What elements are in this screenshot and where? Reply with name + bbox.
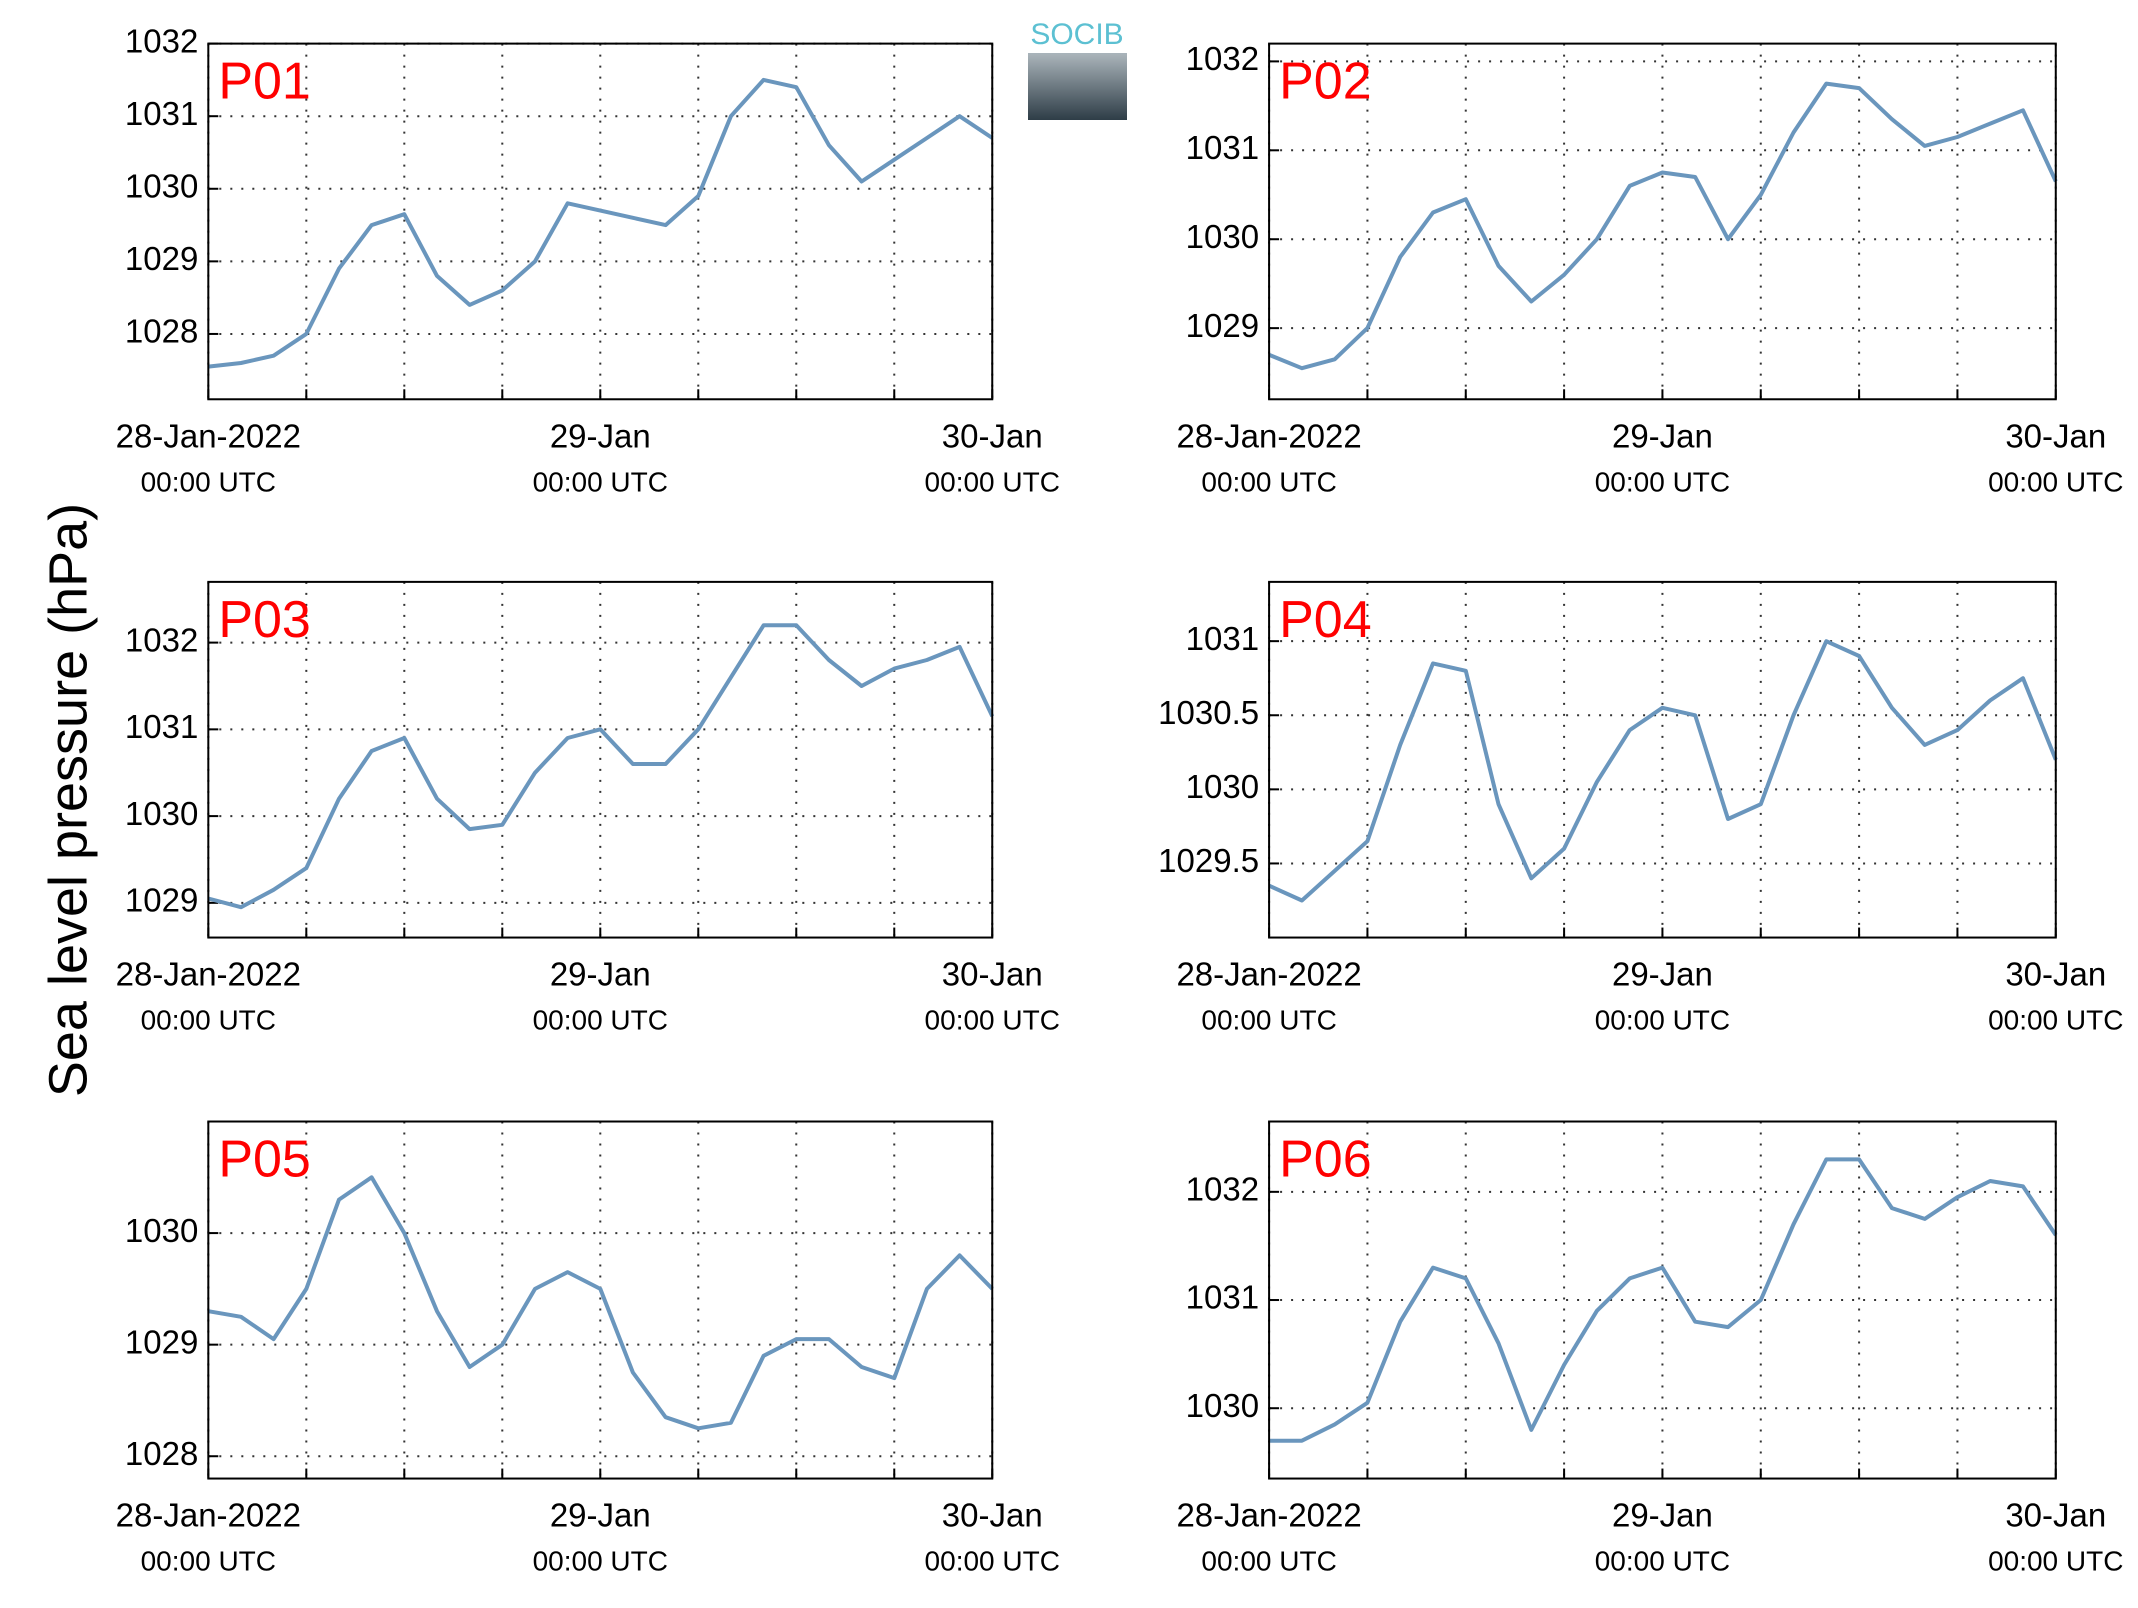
x-tick-sublabel: 00:00 UTC [1201,1005,1336,1036]
plot-frame [207,580,994,939]
panel: 28-Jan-2022 00:00 UTC 29-Jan 00:00 UTC 30-Ja… [116,22,1060,497]
y-tick-label: 1029 [125,882,198,919]
y-tick-label: 1032 [1186,1171,1259,1208]
x-tick-label: 29-Jan [550,1497,651,1534]
plot-area [1269,1121,2056,1479]
panel: 28-Jan-2022 00:00 UTC 29-Jan 00:00 UTC 30-Ja… [116,580,1060,1036]
x-tick-sublabel: 00:00 UTC [533,466,668,497]
plot-frame [207,42,994,401]
x-tick-label: 30-Jan [2005,956,2106,993]
y-tick-label: 1030 [1186,768,1259,805]
x-tick-label: 29-Jan [1612,956,1713,993]
logo-text: SOCIB [1030,18,1123,51]
x-tick-label: 30-Jan [2005,417,2106,454]
x-tick-sublabel: 00:00 UTC [141,1005,276,1036]
y-tick-label: 1030 [125,795,198,832]
y-tick-label: 1030.5 [1158,694,1259,731]
x-tick-label: 28-Jan-2022 [1176,956,1361,993]
panel-title: P02 [1279,53,1372,111]
x-tick-sublabel: 00:00 UTC [925,1005,1060,1036]
x-tick-label: 28-Jan-2022 [1176,1497,1361,1534]
y-tick-label: 1032 [1186,40,1259,77]
x-tick-sublabel: 00:00 UTC [533,1005,668,1036]
x-tick-label: 29-Jan [550,417,651,454]
x-tick-label: 30-Jan [942,1497,1043,1534]
plot-frame [207,1120,994,1480]
panel-title: P04 [1279,591,1372,649]
y-tick-label: 1032 [125,621,198,658]
x-tick-sublabel: 00:00 UTC [1595,1005,1730,1036]
x-tick-sublabel: 00:00 UTC [141,1546,276,1577]
data-line [207,623,995,910]
x-tick-sublabel: 00:00 UTC [1595,1546,1730,1577]
x-tick-sublabel: 00:00 UTC [1201,466,1336,497]
y-tick-label: 1029 [125,1323,198,1360]
y-tick-label: 1030 [1186,1387,1259,1424]
x-tick-sublabel: 00:00 UTC [1595,466,1730,497]
y-tick-label: 1030 [125,1212,198,1249]
y-tick-label: 1031 [1186,620,1259,657]
plot-frame [1268,1120,2057,1480]
x-tick-sublabel: 00:00 UTC [141,466,276,497]
x-tick-sublabel: 00:00 UTC [1201,1546,1336,1577]
plot-area [208,1121,993,1479]
x-tick-label: 29-Jan [550,956,651,993]
panel: 28-Jan-2022 00:00 UTC 29-Jan 00:00 UTC 30-Ja… [1158,580,2123,1036]
x-tick-label: 28-Jan-2022 [116,417,301,454]
data-line [1268,639,2058,903]
plot-frame [1268,580,2057,939]
y-tick-label: 1031 [125,95,198,132]
panel-title: P01 [218,53,311,111]
panel-title: P05 [218,1131,311,1189]
data-line [207,1175,994,1431]
x-tick-sublabel: 00:00 UTC [925,1546,1060,1577]
y-tick-label: 1031 [125,708,198,745]
y-tick-label: 1031 [1186,129,1259,166]
panel-title: P06 [1279,1131,1372,1189]
y-tick-label: 1029.5 [1158,842,1259,879]
x-tick-sublabel: 00:00 UTC [1988,1546,2123,1577]
y-tick-label: 1029 [1186,307,1259,344]
panel: 28-Jan-2022 00:00 UTC 29-Jan 00:00 UTC 30-Ja… [1176,40,2123,497]
y-tick-label: 1032 [125,22,198,59]
x-tick-label: 30-Jan [942,956,1043,993]
panel-title: P03 [218,591,311,649]
x-tick-sublabel: 00:00 UTC [1988,1005,2123,1036]
x-tick-label: 29-Jan [1612,1497,1713,1534]
panel: 28-Jan-2022 00:00 UTC 29-Jan 00:00 UTC 30-Ja… [1176,1120,2123,1577]
x-tick-label: 28-Jan-2022 [1176,417,1361,454]
x-tick-sublabel: 00:00 UTC [925,466,1060,497]
logo: SOCIB [1028,18,1127,120]
data-line [1269,1157,2058,1443]
x-tick-label: 28-Jan-2022 [116,1497,301,1534]
y-axis-label: Sea level pressure (hPa) [38,503,98,1097]
x-tick-sublabel: 00:00 UTC [533,1546,668,1577]
y-tick-label: 1030 [125,167,198,204]
x-tick-label: 29-Jan [1612,417,1713,454]
x-tick-label: 28-Jan-2022 [116,956,301,993]
y-tick-label: 1028 [125,1435,198,1472]
data-line [208,77,994,369]
y-tick-label: 1030 [1186,218,1259,255]
plot-frame [1268,42,2057,401]
panel: 28-Jan-2022 00:00 UTC 29-Jan 00:00 UTC 30-Ja… [116,1120,1060,1577]
x-tick-sublabel: 00:00 UTC [1988,466,2123,497]
logo-band [1028,19,1127,53]
x-tick-label: 30-Jan [2005,1497,2106,1534]
y-tick-label: 1031 [1186,1279,1259,1316]
data-line [1268,81,2058,371]
y-tick-label: 1029 [125,240,198,277]
y-tick-label: 1028 [125,313,198,350]
x-tick-label: 30-Jan [942,417,1043,454]
